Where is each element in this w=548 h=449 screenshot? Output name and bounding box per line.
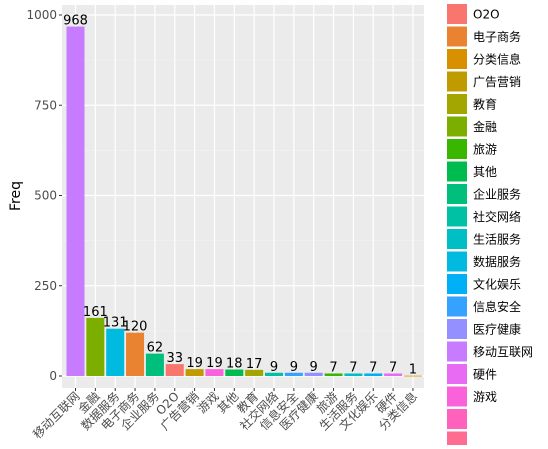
data-label-14: 7: [349, 360, 357, 375]
data-label-13: 7: [329, 360, 337, 375]
legend-label-14: 医疗健康: [473, 322, 521, 337]
data-label-9: 17: [246, 357, 263, 372]
data-label-6: 19: [186, 356, 203, 371]
legend-key: [447, 71, 467, 92]
bar-17: [403, 375, 422, 377]
legend-label-5: 金融: [473, 119, 497, 134]
bar-9: [245, 369, 264, 376]
data-label-17: 1: [409, 363, 417, 378]
bar-3: [126, 332, 145, 376]
legend-key: [447, 116, 467, 137]
legend-label-4: 教育: [473, 97, 497, 112]
bar-8: [225, 369, 244, 376]
bar-13: [324, 373, 343, 376]
legend-label-12: 文化娱乐: [473, 277, 521, 292]
legend-label-13: 信息安全: [473, 299, 521, 314]
legend-label-3: 广告营销: [473, 75, 521, 89]
y-tick-label: 1000: [26, 8, 57, 22]
legend-key: [447, 4, 467, 24]
legend-label-7: 其他: [473, 165, 497, 179]
legend: O2O 电子商务分类信息广告营销教育金融旅游其他企业服务社交网络生活服务数据服务文…: [447, 4, 533, 449]
x-tick-label-0: 移动互联网: [30, 389, 82, 441]
legend-key: [447, 139, 467, 159]
data-label-11: 9: [290, 360, 298, 375]
legend-key: [447, 229, 467, 249]
legend-key: [447, 274, 467, 294]
data-label-15: 7: [369, 360, 377, 375]
legend-label-15: 移动互联网: [473, 345, 533, 359]
x-axis: 移动互联网金融数据服务电子商务企业服务O2O广告营销游戏其他教育社交网络信息安全…: [30, 388, 420, 442]
data-label-5: 33: [166, 351, 183, 366]
y-tick-label: 250: [34, 279, 57, 293]
bar-15: [364, 373, 383, 376]
legend-key: [447, 319, 467, 339]
legend-key: [447, 161, 467, 182]
y-tick-label: 0: [49, 369, 57, 383]
data-label-0: 968: [63, 14, 88, 29]
bar-12: [304, 372, 323, 376]
legend-key: [447, 26, 467, 47]
legend-label-2: 分类信息: [473, 52, 521, 67]
y-tick-label: 500: [34, 189, 57, 203]
bar-6: [185, 369, 204, 376]
bar-4: [145, 353, 164, 376]
bar-0: [66, 26, 85, 376]
legend-key: [447, 184, 467, 204]
legend-key: [447, 206, 467, 227]
bar-7: [205, 369, 224, 376]
data-label-3: 120: [123, 320, 148, 335]
data-label-10: 9: [270, 360, 278, 375]
bars: [66, 26, 422, 377]
bar-16: [384, 373, 403, 376]
y-axis: 0 250 500 750 1000: [26, 8, 62, 383]
legend-label-11: 数据服务: [473, 254, 521, 269]
bar-11: [284, 372, 303, 376]
legend-label-10: 生活服务: [473, 232, 521, 247]
legend-key: [447, 431, 467, 449]
legend-key: [447, 409, 467, 429]
y-axis-title: Freq: [8, 181, 24, 211]
legend-label-16: 硬件: [473, 368, 497, 382]
bar-14: [344, 373, 363, 376]
legend-key: [447, 94, 467, 114]
legend-key: [447, 296, 467, 317]
legend-label-1: 电子商务: [473, 29, 521, 44]
bar-1: [86, 317, 105, 376]
data-label-1: 161: [83, 305, 108, 320]
legend-label-0: O2O: [473, 8, 500, 22]
y-tick-label: 750: [34, 98, 57, 112]
data-label-2: 131: [103, 316, 128, 331]
legend-label-8: 企业服务: [473, 187, 521, 202]
legend-label-9: 社交网络: [473, 209, 521, 224]
data-label-12: 9: [310, 360, 318, 375]
data-label-7: 19: [206, 356, 223, 371]
legend-label-6: 旅游: [473, 143, 497, 157]
legend-key: [447, 251, 467, 272]
legend-key: [447, 341, 467, 362]
bar-2: [106, 328, 125, 376]
data-label-16: 7: [389, 360, 397, 375]
legend-key: [447, 386, 467, 407]
legend-key: [447, 364, 467, 384]
data-label-8: 18: [226, 357, 243, 372]
legend-key: [447, 49, 467, 69]
legend-label-17: 游戏: [473, 390, 497, 404]
bar-10: [265, 372, 283, 376]
data-label-4: 62: [147, 341, 164, 356]
bar-5: [165, 364, 184, 376]
plot-panel: [62, 5, 424, 388]
